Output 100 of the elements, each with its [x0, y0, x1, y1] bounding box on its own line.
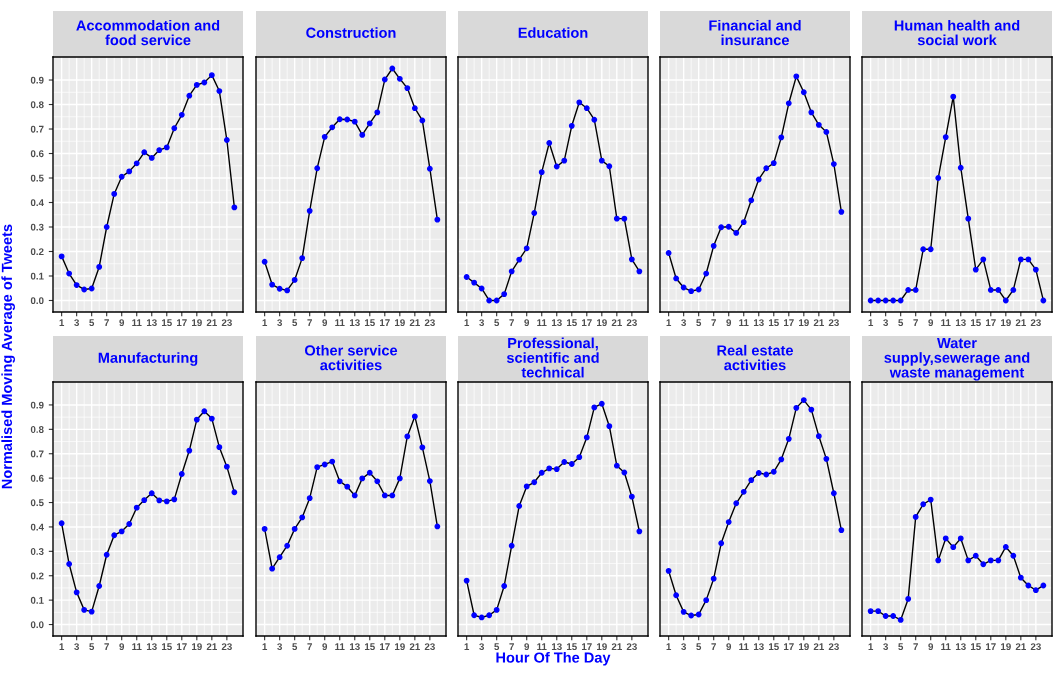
point [321, 461, 328, 468]
point [942, 134, 949, 141]
point [598, 157, 605, 164]
point [905, 595, 912, 602]
point [501, 583, 508, 589]
point [733, 229, 740, 236]
point [553, 466, 560, 473]
point [770, 160, 777, 166]
x-tick-label: 21 [1015, 319, 1026, 326]
point [935, 557, 942, 564]
point [882, 297, 889, 304]
y-tick-label: 0.2 [30, 572, 44, 580]
point [621, 215, 628, 222]
y-tick-label: 0.4 [30, 199, 44, 207]
point [591, 116, 598, 123]
x-tick-label: 1 [262, 319, 268, 326]
x-tick-label: 1 [59, 643, 65, 650]
point [351, 118, 358, 125]
x-tick-label: 13 [551, 319, 562, 327]
y-tick-label: 0.5 [30, 174, 44, 182]
point [793, 404, 800, 411]
x-tick-label: 21 [813, 319, 824, 326]
point [478, 285, 485, 292]
point [882, 613, 889, 619]
x-tick-label: 3 [74, 319, 80, 327]
x-tick-label: 1 [464, 319, 470, 326]
point [613, 215, 620, 222]
x-tick-label: 15 [970, 319, 981, 327]
point [920, 501, 927, 508]
point [763, 471, 770, 478]
x-tick-label: 13 [146, 643, 157, 651]
point [141, 149, 148, 156]
point [88, 608, 95, 615]
x-tick-label: 5 [898, 643, 904, 651]
point [66, 561, 73, 567]
point [299, 255, 306, 262]
point [126, 168, 133, 175]
point [867, 608, 874, 615]
point [778, 134, 785, 141]
point [73, 589, 80, 596]
x-tick-label: 17 [380, 643, 390, 650]
x-tick-label: 13 [146, 319, 157, 327]
point [568, 122, 575, 129]
point [133, 160, 140, 167]
point [673, 275, 680, 282]
point [546, 465, 553, 472]
point [1017, 574, 1024, 581]
point [725, 223, 732, 230]
x-tick-label: 9 [322, 319, 328, 327]
point [980, 561, 987, 568]
point [673, 592, 680, 599]
x-tick-label: 13 [955, 643, 966, 651]
x-tick-label: 15 [566, 643, 577, 651]
point [800, 89, 807, 96]
point [178, 471, 185, 477]
x-tick-label: 15 [161, 319, 172, 327]
point [763, 165, 770, 172]
point [231, 204, 238, 211]
point [688, 612, 695, 619]
point [995, 557, 1002, 564]
point [434, 523, 441, 530]
x-tick-label: 11 [537, 643, 547, 650]
x-tick-label: 17 [784, 643, 794, 650]
point [665, 567, 672, 574]
point [486, 612, 493, 619]
point [96, 264, 103, 270]
point [359, 475, 366, 482]
point [111, 191, 118, 197]
x-tick-label: 5 [494, 643, 500, 651]
x-tick-label: 1 [464, 643, 470, 650]
point [665, 250, 672, 256]
point [163, 498, 170, 505]
x-tick-label: 11 [537, 319, 547, 326]
y-tick-label: 0.9 [30, 76, 44, 84]
point [636, 268, 643, 275]
point [299, 514, 306, 521]
point [808, 406, 815, 413]
y-tick-label: 0.2 [30, 248, 44, 256]
point [815, 121, 822, 128]
y-tick-label: 0.4 [30, 523, 44, 531]
point [208, 415, 215, 422]
x-tick-label: 11 [132, 319, 142, 326]
x-tick-label: 21 [206, 643, 217, 650]
x-tick-label: 9 [726, 319, 732, 327]
point [785, 435, 792, 442]
point [1017, 256, 1024, 263]
point [703, 270, 710, 277]
point [710, 242, 717, 249]
point [178, 111, 185, 118]
point [223, 463, 230, 470]
x-tick-label: 3 [74, 643, 80, 651]
point [478, 614, 485, 621]
point [1025, 256, 1032, 263]
point [920, 246, 927, 253]
point [426, 478, 433, 484]
x-tick-label: 9 [524, 319, 530, 327]
x-tick-label: 23 [424, 319, 435, 327]
point [733, 500, 740, 507]
x-tick-label: 19 [799, 319, 809, 327]
point [1010, 287, 1017, 293]
